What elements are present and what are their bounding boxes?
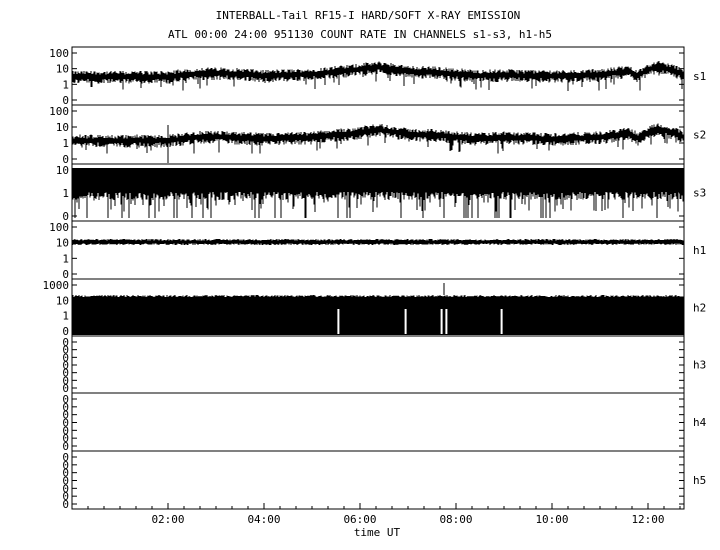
y-tick-label: 0	[62, 393, 69, 406]
y-tick-label: 0	[62, 409, 69, 422]
y-tick-label: 0	[62, 498, 69, 511]
y-tick-label: 0	[62, 351, 69, 364]
x-tick-label: 08:00	[439, 513, 472, 526]
trace-s3	[71, 168, 685, 218]
y-tick-label: 10	[56, 164, 69, 177]
trace-s1	[71, 61, 685, 91]
panel-frame	[71, 392, 685, 452]
y-tick-label: 0	[62, 210, 69, 223]
y-tick-label: 0	[62, 467, 69, 480]
panel-frame	[71, 104, 685, 165]
x-tick-label: 04:00	[247, 513, 280, 526]
y-tick-label: 0	[62, 432, 69, 445]
channel-label-h3: h3	[693, 359, 706, 372]
channel-label-s3: s3	[693, 187, 706, 200]
y-tick-label: 0	[62, 424, 69, 437]
panel-frame	[71, 220, 685, 280]
trace-h2	[71, 295, 685, 335]
trace-h1	[71, 239, 685, 245]
y-tick-label: 0	[62, 336, 69, 349]
channel-label-s2: s2	[693, 129, 706, 142]
y-tick-label: 0	[62, 451, 69, 464]
x-tick-label: 06:00	[343, 513, 376, 526]
y-tick-label: 10	[56, 237, 69, 250]
channel-label-h4: h4	[693, 416, 707, 429]
figure-title: INTERBALL-Tail RF15-I HARD/SOFT X-RAY EM…	[216, 9, 521, 22]
y-tick-label: 0	[62, 490, 69, 503]
channel-label-h2: h2	[693, 302, 706, 315]
y-tick-label: 0	[62, 359, 69, 372]
y-tick-label: 0	[62, 374, 69, 387]
y-tick-label: 0	[62, 268, 69, 281]
y-tick-label: 10	[56, 294, 69, 307]
y-tick-label: 0	[62, 367, 69, 380]
y-tick-label: 1	[62, 78, 69, 91]
x-axis-label: time UT	[354, 526, 401, 539]
y-tick-label: 0	[62, 382, 69, 395]
y-tick-label: 0	[62, 153, 69, 166]
y-tick-label: 0	[62, 440, 69, 453]
y-tick-label: 0	[62, 344, 69, 357]
y-tick-label: 10	[56, 121, 69, 134]
y-tick-label: 100	[49, 221, 69, 234]
y-tick-label: 0	[62, 482, 69, 495]
channel-label-h1: h1	[693, 244, 706, 257]
figure-subtitle: ATL 00:00 24:00 951130 COUNT RATE IN CHA…	[168, 28, 552, 41]
y-tick-label: 0	[62, 401, 69, 414]
panel-frame	[71, 450, 685, 510]
channel-label-h5: h5	[693, 474, 706, 487]
y-tick-label: 100	[49, 47, 69, 60]
panel-stack: 1001010s11001010s21010s31001010h11000101…	[43, 46, 707, 511]
y-tick-label: 1	[62, 252, 69, 265]
x-tick-label: 12:00	[631, 513, 664, 526]
y-tick-label: 0	[62, 459, 69, 472]
panel-frame	[71, 335, 685, 394]
y-tick-label: 100	[49, 105, 69, 118]
y-tick-label: 1	[62, 187, 69, 200]
y-tick-label: 0	[62, 417, 69, 430]
x-tick-label: 02:00	[151, 513, 184, 526]
channel-label-s1: s1	[693, 70, 706, 83]
y-tick-label: 1000	[43, 279, 70, 292]
y-tick-label: 0	[62, 325, 69, 338]
y-tick-label: 1	[62, 310, 69, 323]
y-tick-label: 0	[62, 94, 69, 107]
y-tick-label: 10	[56, 63, 69, 76]
x-tick-label: 10:00	[535, 513, 568, 526]
x-axis: 02:00 04:00 06:00 08:00 10:00 12:00	[87, 503, 681, 526]
y-tick-label: 0	[62, 475, 69, 488]
trace-s2	[71, 123, 685, 154]
y-tick-label: 1	[62, 137, 69, 150]
